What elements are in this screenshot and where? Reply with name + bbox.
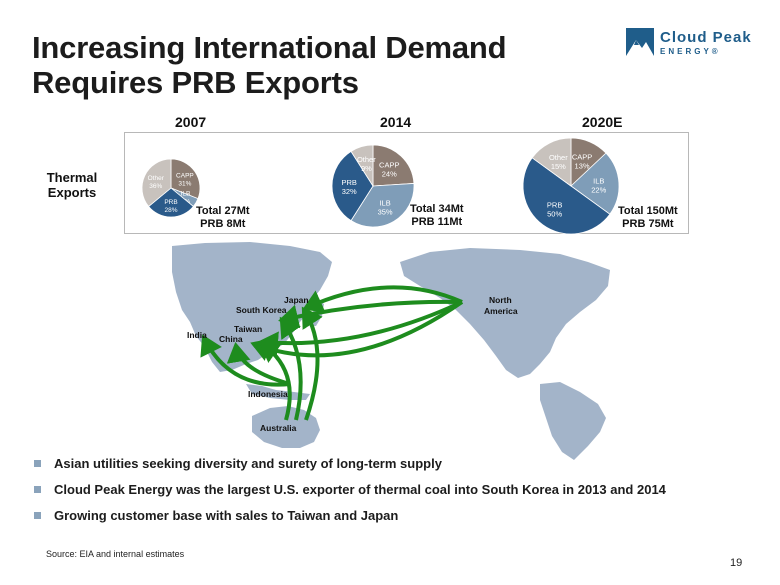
pie-2-slice-ilb-label: ILB bbox=[593, 176, 604, 185]
bullet-text: Asian utilities seeking diversity and su… bbox=[54, 456, 442, 471]
arrow-au-korea bbox=[279, 316, 303, 421]
pie-2-slice-capp-pct: 13% bbox=[575, 161, 590, 170]
pie-2-slice-prb bbox=[522, 157, 611, 235]
logo-name: Cloud Peak bbox=[660, 29, 752, 46]
bullet-text: Cloud Peak Energy was the largest U.S. e… bbox=[54, 482, 666, 497]
pie-1-slice-capp-pct: 24% bbox=[382, 170, 397, 179]
pie-2014-total: Total 34Mt bbox=[410, 203, 464, 215]
label-north: North bbox=[489, 295, 512, 305]
pie-2-slice-ilb bbox=[570, 152, 620, 215]
pie-2007-total: Total 27Mt bbox=[196, 205, 250, 217]
pie-2-slice-other-label: Other bbox=[549, 153, 568, 162]
title-line-1: Increasing International Demand bbox=[32, 30, 507, 65]
label-china: China bbox=[219, 334, 243, 344]
year-2014: 2014 bbox=[380, 114, 412, 130]
label-australia: Australia bbox=[260, 423, 297, 433]
pie-2-slice-ilb-pct: 22% bbox=[591, 185, 606, 194]
pie-2-slice-capp-label: CAPP bbox=[572, 152, 592, 161]
australia-landmass bbox=[252, 406, 320, 448]
pie-0-slice-other-label: Other bbox=[148, 175, 165, 182]
bullet-item: Growing customer base with sales to Taiw… bbox=[32, 508, 752, 524]
pie-2-slice-prb-pct: 50% bbox=[547, 210, 562, 219]
pie-1-slice-other bbox=[350, 144, 374, 188]
indonesia-landmass bbox=[246, 384, 310, 400]
pie-chart-panel bbox=[124, 132, 689, 234]
label-taiwan: Taiwan bbox=[234, 324, 262, 334]
arrow-au-japan bbox=[301, 306, 323, 421]
trade-arrows bbox=[200, 285, 464, 421]
pie-1-slice-prb bbox=[331, 150, 374, 222]
label-indonesia: Indonesia bbox=[248, 389, 288, 399]
year-2020e: 2020E bbox=[582, 114, 623, 130]
arrow-id-india bbox=[200, 334, 291, 387]
pie-0-slice-prb bbox=[148, 187, 194, 218]
pie-2-slice-other bbox=[531, 137, 572, 187]
year-2007: 2007 bbox=[175, 114, 207, 130]
thermal-exports-label: Thermal Exports bbox=[46, 170, 98, 200]
pie-0-slice-ilb-label: ILB bbox=[181, 191, 191, 198]
pie-1-slice-ilb-label: ILB bbox=[379, 198, 390, 207]
pie-1-slice-prb-pct: 32% bbox=[342, 187, 357, 196]
pie-2020-prb: PRB 75Mt bbox=[622, 218, 674, 230]
label-india: India bbox=[187, 330, 207, 340]
pie-0-slice-capp-pct: 31% bbox=[178, 181, 191, 188]
pie-0-slice-capp-label: CAPP bbox=[176, 173, 194, 180]
mountain-icon bbox=[626, 28, 654, 56]
pie-2-slice-prb-label: PRB bbox=[547, 201, 562, 210]
bullet-item: Asian utilities seeking diversity and su… bbox=[32, 456, 752, 472]
title-line-2: Requires PRB Exports bbox=[32, 65, 359, 100]
pie-2014-totals: Total 34Mt PRB 11Mt bbox=[410, 203, 464, 229]
bullet-square-icon bbox=[34, 486, 41, 493]
map-labels: Japan South Korea Taiwan India China Ind… bbox=[187, 295, 518, 433]
arrow-na-japan bbox=[302, 285, 463, 313]
pie-1-slice-capp-label: CAPP bbox=[379, 161, 399, 170]
pie-0-slice-capp bbox=[170, 158, 201, 200]
pie-2020-total: Total 150Mt bbox=[618, 205, 678, 217]
arrow-au-taiwan bbox=[258, 341, 292, 421]
pie-2-slice-other-pct: 15% bbox=[551, 162, 566, 171]
bullet-square-icon bbox=[34, 512, 41, 519]
south-america-landmass bbox=[540, 382, 606, 460]
source-note: Source: EIA and internal estimates bbox=[46, 549, 185, 559]
pie-0-slice-prb-label: PRB bbox=[164, 199, 177, 206]
pie-1-slice-capp bbox=[372, 144, 415, 187]
pie-2020-totals: Total 150Mt PRB 75Mt bbox=[618, 205, 678, 231]
pie-2014-prb: PRB 11Mt bbox=[411, 216, 463, 228]
arrow-id-china bbox=[226, 342, 291, 386]
pie-2007-totals: Total 27Mt PRB 8Mt bbox=[196, 205, 250, 231]
slide-title: Increasing International Demand Requires… bbox=[32, 30, 572, 100]
label-america: America bbox=[484, 306, 518, 316]
bullet-item: Cloud Peak Energy was the largest U.S. e… bbox=[32, 482, 752, 498]
label-south-korea: South Korea bbox=[236, 305, 287, 315]
pie-0-slice-other-pct: 36% bbox=[149, 183, 162, 190]
cloud-peak-logo: Cloud Peak ENERGY® bbox=[626, 28, 756, 62]
pie-1-slice-ilb bbox=[350, 183, 415, 228]
pie-1-slice-other-label: Other bbox=[357, 155, 376, 164]
pie-1-slice-ilb-pct: 35% bbox=[378, 207, 393, 216]
bullet-square-icon bbox=[34, 460, 41, 467]
pie-1-slice-other-pct: 9% bbox=[361, 164, 372, 173]
bullet-list: Asian utilities seeking diversity and su… bbox=[32, 456, 752, 534]
label-japan: Japan bbox=[284, 295, 309, 305]
north-america-landmass bbox=[400, 248, 610, 378]
bullet-text: Growing customer base with sales to Taiw… bbox=[54, 508, 399, 523]
pie-2007-prb: PRB 8Mt bbox=[200, 218, 246, 230]
pie-0-slice-other bbox=[141, 158, 172, 208]
pie-0-slice-prb-pct: 28% bbox=[164, 207, 177, 214]
arrow-na-taiwan bbox=[258, 300, 463, 356]
page-number: 19 bbox=[730, 557, 743, 569]
logo-sub: ENERGY® bbox=[660, 47, 721, 56]
pie-1-slice-prb-label: PRB bbox=[342, 178, 357, 187]
